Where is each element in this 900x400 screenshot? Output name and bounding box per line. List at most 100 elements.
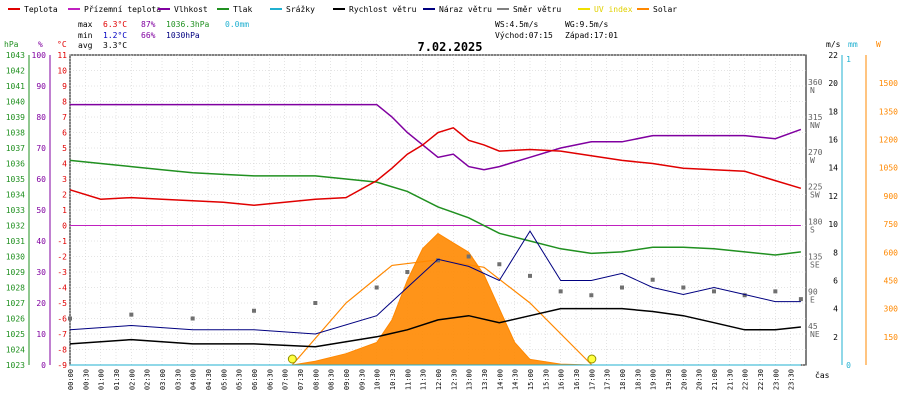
x-tick-label: 22:00	[742, 369, 750, 390]
x-tick-label: 06:00	[251, 369, 259, 390]
x-tick-label: 01:00	[98, 369, 106, 390]
tick-label-temperature: 7	[62, 113, 67, 122]
stats-min-press: 1030hPa	[166, 31, 200, 40]
tick-label-pressure: 1032	[6, 222, 25, 231]
tick-label-wind: 2	[833, 333, 838, 342]
x-tick-label: 11:00	[404, 369, 412, 390]
x-tick-label: 10:00	[374, 369, 382, 390]
stats-avg-temp: 3.3°C	[103, 41, 127, 50]
tick-label-pressure: 1039	[6, 113, 25, 122]
tick-label-temperature: -6	[57, 315, 67, 324]
legend-label: Přízemní teplota	[84, 5, 161, 14]
tick-label-wind: 22	[828, 51, 838, 60]
tick-label-temperature: -7	[57, 330, 67, 339]
tick-label-solar: 1350	[879, 107, 898, 116]
series-direction-point	[742, 293, 747, 298]
unit-w: W	[876, 40, 881, 49]
series-direction-point	[313, 301, 318, 305]
series-rychlost-v-tru	[69, 307, 801, 348]
unit-hpa: hPa	[4, 40, 19, 49]
tick-label-solar: 1500	[879, 79, 898, 88]
stats-avg-label: avg	[78, 41, 93, 50]
tick-label-humidity: 90	[36, 82, 46, 91]
tick-label-temperature: -5	[57, 299, 67, 308]
x-tick-label: 20:00	[680, 369, 688, 390]
axes: 00:00 00:30 01:00 01:30 02:00 02:30 03:00 03:30…	[6, 51, 898, 390]
tick-label-wind: 8	[833, 248, 838, 257]
unit-degc: °C	[57, 40, 67, 49]
tick-label-direction: N	[810, 86, 815, 95]
tick-label-pressure: 1030	[6, 253, 25, 262]
tick-label-direction: NE	[810, 330, 820, 339]
tick-label-pressure: 1028	[6, 284, 25, 293]
info-panel: WS:4.5m/s WG:9.5m/s Východ:07:15 Západ:1…	[495, 20, 618, 40]
tick-label-pressure: 1033	[6, 206, 25, 215]
tick-label-temperature: -8	[57, 346, 67, 355]
tick-label-rain: 0	[846, 361, 851, 370]
x-tick-label: 03:00	[159, 369, 167, 390]
series-direction-point	[374, 285, 379, 290]
legend-label: Rychlost větru	[349, 5, 417, 14]
tick-label-temperature: -1	[57, 237, 67, 246]
tick-label-pressure: 1035	[6, 175, 25, 184]
legend-label: Směr větru	[513, 5, 561, 14]
tick-label-direction-deg: 90	[808, 287, 818, 296]
tick-label-humidity: 20	[36, 299, 46, 308]
tick-label-pressure: 1027	[6, 299, 25, 308]
x-tick-label: 17:30	[604, 369, 612, 390]
x-tick-label: 14:30	[512, 369, 520, 390]
tick-label-direction: W	[810, 156, 815, 165]
tick-label-direction: SW	[810, 191, 820, 200]
series-direction-point	[252, 308, 256, 313]
series-direction-point	[712, 289, 716, 294]
tick-label-humidity: 10	[36, 330, 46, 339]
x-tick-label: 22:30	[757, 369, 765, 390]
x-tick-label: 12:30	[450, 369, 458, 390]
series-direction-point	[68, 316, 72, 321]
tick-label-temperature: 0	[62, 222, 67, 231]
unit-mm: mm	[848, 40, 858, 49]
tick-label-direction-deg: 135	[808, 252, 823, 261]
series-tlak	[69, 159, 801, 256]
x-tick-label: 16:00	[558, 369, 566, 390]
x-tick-label: 05:30	[236, 369, 244, 390]
x-tick-label: 07:00	[282, 369, 290, 390]
tick-label-wind: 16	[828, 136, 838, 145]
sun-marker	[587, 354, 597, 364]
info-sunrise: Východ:07:15	[495, 31, 553, 40]
sun-marker	[287, 354, 297, 364]
tick-label-direction-deg: 225	[808, 183, 823, 192]
x-tick-label: 00:00	[67, 369, 75, 390]
legend-label: Teplota	[24, 5, 58, 14]
stats-min-label: min	[78, 31, 93, 40]
unit-cas: čas	[815, 370, 830, 380]
tick-label-wind: 12	[828, 192, 838, 201]
tick-label-direction-deg: 315	[808, 113, 823, 122]
x-tick-label: 18:30	[634, 369, 642, 390]
tick-label-pressure: 1024	[6, 346, 25, 355]
unit-ms: m/s	[826, 40, 841, 49]
stats-min-temp: 1.2°C	[103, 31, 127, 40]
tick-label-humidity: 50	[36, 206, 46, 215]
series-direction-point	[405, 270, 410, 274]
tick-label-pressure: 1041	[6, 82, 25, 91]
tick-label-humidity: 100	[32, 51, 47, 60]
tick-label-solar: 900	[884, 192, 899, 201]
x-tick-label: 23:30	[788, 369, 796, 390]
x-tick-label: 02:00	[128, 369, 136, 390]
series-direction-point	[558, 289, 563, 294]
tick-label-pressure: 1040	[6, 98, 25, 107]
tick-label-solar: 600	[884, 248, 899, 257]
tick-label-solar: 750	[884, 220, 899, 229]
tick-label-temperature: 1	[62, 206, 67, 215]
tick-label-pressure: 1025	[6, 330, 25, 339]
legend-label: Srážky	[286, 5, 315, 14]
tick-label-temperature: 5	[62, 144, 67, 153]
tick-label-temperature: -2	[57, 253, 67, 262]
tick-label-temperature: 3	[62, 175, 67, 184]
tick-label-direction: SE	[810, 260, 820, 269]
series-direction-point	[466, 254, 471, 259]
x-tick-label: 08:30	[328, 369, 336, 390]
tick-label-solar: 150	[884, 333, 899, 342]
x-tick-label: 21:00	[711, 369, 719, 390]
